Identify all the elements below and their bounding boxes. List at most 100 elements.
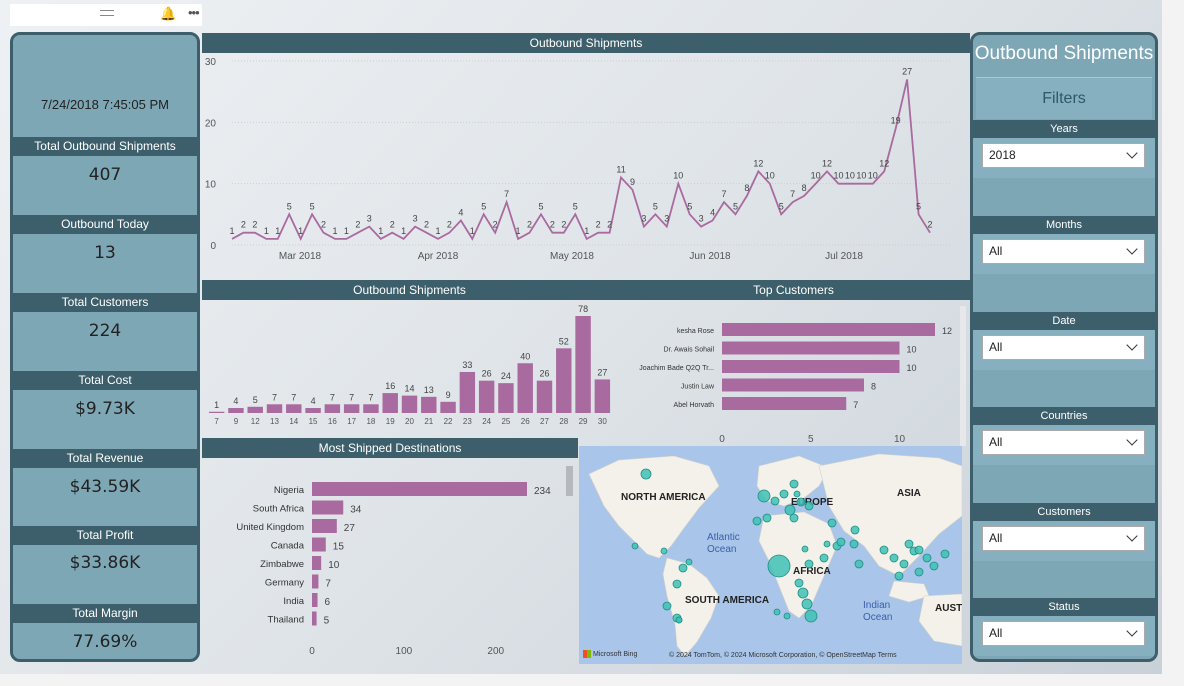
bar[interactable] (556, 348, 572, 413)
map-credit[interactable]: © 2024 TomTom, © 2024 Microsoft Corporat… (669, 652, 897, 659)
map-bubble[interactable] (757, 489, 771, 503)
map-bubble[interactable] (823, 540, 831, 548)
date-dropdown[interactable]: All (982, 335, 1145, 360)
chevron-down-icon (1126, 243, 1138, 255)
bar[interactable] (228, 408, 244, 413)
map-bubble[interactable] (836, 537, 846, 547)
more-options-icon[interactable]: ••• (188, 5, 200, 20)
map-bubble[interactable] (770, 496, 780, 506)
destinations-chart[interactable]: Nigeria 234 South Africa 34 United Kingdom 27… (202, 458, 578, 664)
map-bubble[interactable] (762, 513, 772, 523)
map-bubble[interactable] (767, 554, 791, 578)
map-bubble[interactable] (827, 518, 837, 528)
years-dropdown[interactable]: 2018 (982, 143, 1145, 168)
bar[interactable] (266, 404, 283, 413)
scrollbar-track[interactable] (960, 306, 966, 446)
bar[interactable] (722, 323, 935, 336)
bar[interactable] (312, 574, 319, 589)
map-bubble[interactable] (914, 545, 924, 555)
drag-grip-icon[interactable] (100, 10, 114, 16)
map-bubble[interactable] (889, 553, 899, 563)
bar[interactable] (305, 408, 321, 413)
map-bubble[interactable] (660, 547, 668, 555)
map-bubble[interactable] (789, 479, 799, 489)
map-bubble[interactable] (662, 601, 672, 611)
map-bubble[interactable] (899, 559, 909, 569)
bar[interactable] (324, 404, 341, 413)
map-bubble[interactable] (929, 561, 939, 571)
bar[interactable] (312, 611, 317, 626)
map-bubble[interactable] (783, 612, 791, 620)
scrollbar-thumb[interactable] (566, 466, 573, 496)
bar[interactable] (722, 360, 900, 373)
bar[interactable] (286, 404, 302, 413)
series-line[interactable] (231, 79, 931, 242)
map-bubble[interactable] (819, 553, 829, 563)
map-bubble[interactable] (796, 497, 806, 507)
bar[interactable] (312, 537, 326, 552)
map-bubble[interactable] (793, 490, 801, 498)
top-customers-chart[interactable]: kesha Rose 12 Dr. Awais Sohail 10 Joachim Ba… (617, 300, 970, 446)
map-bubble[interactable] (631, 542, 639, 550)
bar[interactable] (536, 380, 553, 413)
bar[interactable] (421, 396, 437, 413)
line-chart[interactable]: 0 10 20 30 Mar 2018 Apr 2018 May 2018 Jun 2018 J… (202, 53, 970, 279)
bar[interactable] (382, 393, 398, 413)
map-bubble[interactable] (804, 609, 818, 623)
bar[interactable] (440, 401, 456, 413)
bar[interactable] (401, 395, 418, 413)
map-bubble[interactable] (914, 567, 924, 577)
map-bubble[interactable] (752, 516, 762, 526)
map-bubble[interactable] (794, 578, 804, 588)
map-bubble[interactable] (801, 598, 813, 610)
bar[interactable] (363, 404, 379, 413)
bell-icon[interactable]: 🔔 (160, 6, 177, 21)
map-bubble[interactable] (678, 563, 688, 573)
bar[interactable] (498, 383, 514, 413)
map-bubble[interactable] (672, 579, 682, 589)
map-bubble[interactable] (784, 504, 796, 516)
bar[interactable] (459, 371, 476, 413)
map-bubble[interactable] (801, 545, 809, 553)
map-bubble[interactable] (773, 608, 781, 616)
bar[interactable] (312, 500, 344, 515)
map-bubble[interactable] (640, 468, 652, 480)
map-bubble[interactable] (675, 616, 683, 624)
bar[interactable] (722, 397, 847, 410)
map-bubble[interactable] (779, 489, 789, 499)
map-bubble[interactable] (797, 587, 809, 599)
bar-chart[interactable]: 1749512713714415716717718161914201321922… (202, 300, 617, 435)
data-label: 7 (368, 392, 373, 402)
map-bubble[interactable] (922, 553, 932, 563)
bar[interactable] (343, 404, 360, 413)
countries-dropdown[interactable]: All (982, 430, 1145, 455)
map-bubble[interactable] (804, 501, 814, 511)
bar[interactable] (312, 519, 337, 533)
customers-dropdown[interactable]: All (982, 526, 1145, 551)
bar[interactable] (517, 363, 533, 413)
map-bubble[interactable] (940, 549, 950, 559)
bar[interactable] (312, 482, 527, 496)
map-bubble[interactable] (804, 559, 814, 569)
bar[interactable] (478, 380, 495, 413)
map-bubble[interactable] (904, 539, 914, 549)
bar[interactable] (594, 379, 611, 413)
status-dropdown[interactable]: All (982, 621, 1145, 646)
bar[interactable] (722, 341, 900, 355)
months-dropdown[interactable]: All (982, 239, 1145, 264)
bar[interactable] (722, 378, 864, 392)
bar[interactable] (312, 556, 322, 570)
map-bubble[interactable] (854, 559, 864, 569)
data-label: 8 (871, 382, 876, 392)
map-bubble[interactable] (879, 545, 889, 555)
bar[interactable] (312, 593, 318, 607)
map-bubble[interactable] (894, 571, 904, 581)
map-bubble[interactable] (789, 513, 799, 523)
bar[interactable] (208, 411, 225, 413)
map-bubble[interactable] (685, 558, 693, 566)
map-bubble[interactable] (849, 539, 859, 549)
shipments-map[interactable]: NORTH AMERICA EUROPE ASIA Atlantic Ocean AFRI… (579, 446, 962, 664)
bar[interactable] (247, 406, 263, 413)
map-bubble[interactable] (850, 525, 860, 535)
bar[interactable] (575, 316, 591, 413)
